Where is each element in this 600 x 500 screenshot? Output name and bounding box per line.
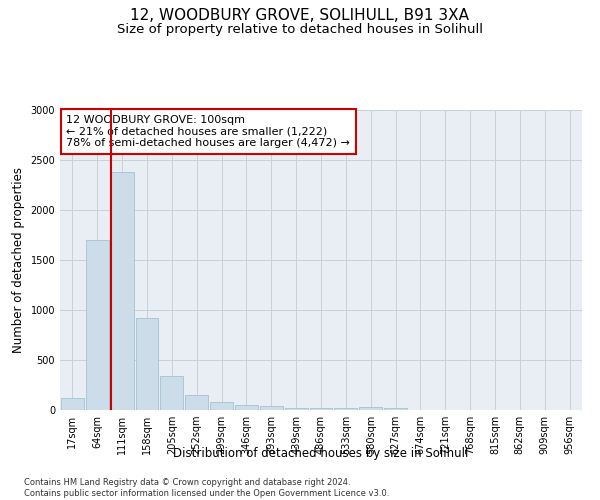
Y-axis label: Number of detached properties: Number of detached properties [12, 167, 25, 353]
Bar [61, 398, 84, 410]
Bar [185, 394, 208, 410]
Text: 12, WOODBURY GROVE, SOLIHULL, B91 3XA: 12, WOODBURY GROVE, SOLIHULL, B91 3XA [131, 8, 470, 22]
Bar [160, 376, 183, 410]
Bar [384, 408, 407, 410]
Bar [210, 402, 233, 410]
Text: 12 WOODBURY GROVE: 100sqm
← 21% of detached houses are smaller (1,222)
78% of se: 12 WOODBURY GROVE: 100sqm ← 21% of detac… [66, 115, 350, 148]
Text: Size of property relative to detached houses in Solihull: Size of property relative to detached ho… [117, 22, 483, 36]
Bar [111, 172, 134, 410]
Bar [235, 404, 258, 410]
Text: Contains HM Land Registry data © Crown copyright and database right 2024.
Contai: Contains HM Land Registry data © Crown c… [24, 478, 389, 498]
Text: Distribution of detached houses by size in Solihull: Distribution of detached houses by size … [173, 448, 469, 460]
Bar [359, 407, 382, 410]
Bar [260, 406, 283, 410]
Bar [136, 318, 158, 410]
Bar [285, 408, 308, 410]
Bar [86, 240, 109, 410]
Bar [334, 408, 357, 410]
Bar [310, 408, 332, 410]
